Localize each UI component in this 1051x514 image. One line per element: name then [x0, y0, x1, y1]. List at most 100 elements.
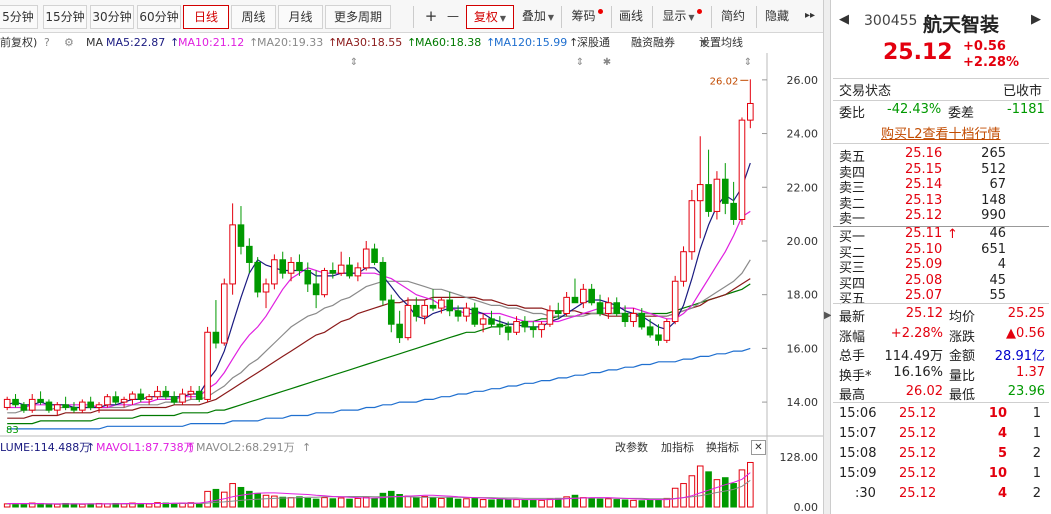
more-periods-label: 更多周期	[333, 10, 382, 24]
divider	[833, 303, 1049, 304]
period-15min[interactable]: 15分钟	[43, 5, 87, 29]
divider	[833, 143, 1049, 144]
buy-l2-link[interactable]: 购买L2查看十档行情	[881, 127, 1001, 142]
ask-price: 25.13	[905, 192, 943, 208]
candle-body	[671, 280, 679, 323]
period-60min[interactable]: 60分钟	[137, 5, 181, 29]
candle-body	[538, 323, 545, 331]
ma20-line	[7, 259, 751, 414]
add-indicator-button[interactable]: 加指标	[661, 441, 694, 454]
chart-toolbar: 5分钟 15分钟 30分钟 60分钟 日线 周线 月线 更多周期 + — 复权 ▼…	[0, 0, 823, 33]
volume-bar	[471, 497, 479, 508]
chevron-right-icon[interactable]: ▶	[1031, 12, 1041, 27]
collapse-arrow-icon[interactable]: ▶	[824, 310, 832, 321]
double-chevron-right-icon[interactable]: ▸▸	[804, 10, 816, 21]
volume-chart[interactable]: 128.00 0.00	[0, 437, 823, 514]
candle-body	[137, 393, 145, 400]
volume-bar	[529, 499, 537, 508]
divider	[833, 402, 1049, 403]
tick-price: 25.12	[899, 446, 937, 461]
bid-row: 买五 25.07 55	[831, 288, 1051, 307]
adjust-dropdown[interactable]: 复权 ▼	[466, 5, 514, 29]
chevron-left-icon[interactable]: ◀	[839, 12, 849, 27]
volume-bar	[145, 503, 153, 508]
draw-line-button[interactable]: 画线	[618, 9, 643, 23]
volume-bar	[212, 488, 220, 508]
switch-indicator-button[interactable]: 换指标	[706, 441, 739, 454]
zoom-in-button[interactable]: +	[424, 7, 438, 25]
candle-body	[271, 259, 278, 285]
volume-bar	[279, 496, 287, 508]
tick-price: 25.12	[899, 406, 937, 421]
edit-params-button[interactable]: 改参数	[615, 441, 648, 454]
hide-button[interactable]: 隐藏	[764, 9, 789, 23]
zoom-out-button[interactable]: —	[447, 9, 459, 23]
candle-body	[705, 184, 712, 212]
stats-row: 最高 26.02 最低 23.96	[831, 384, 1051, 403]
volume-bar	[346, 498, 353, 508]
candle-body	[387, 299, 395, 325]
margin-trading-link[interactable]: 融资融券	[631, 36, 675, 49]
volume-bar	[538, 499, 545, 508]
volume-bar	[170, 502, 178, 508]
ask-level-label: 卖二	[839, 196, 866, 212]
volume-bar	[387, 490, 395, 508]
overlay-dropdown[interactable]: 叠加 ▼	[517, 5, 559, 29]
ma5-line	[7, 162, 751, 409]
period-5min[interactable]: 5分钟	[0, 5, 38, 29]
candle-body	[254, 261, 261, 293]
ask-row: 卖一 25.12 990	[831, 208, 1051, 227]
gear-icon[interactable]: ⚙	[64, 36, 74, 49]
candle-body	[421, 304, 428, 317]
tick-time: 15:06	[839, 406, 877, 421]
simple-mode-button[interactable]: 简约	[720, 9, 745, 23]
candle-body	[471, 307, 479, 325]
help-icon[interactable]: ?	[44, 36, 50, 49]
chips-label: 筹码	[571, 9, 596, 23]
stats-row: 涨幅 +2.28% 涨跌 ▲0.56	[831, 326, 1051, 345]
ask-volume: 67	[989, 177, 1006, 192]
stat-label: 总手	[839, 349, 866, 364]
volume-bar	[605, 498, 612, 508]
tick-price: 25.12	[899, 466, 937, 481]
ask-price: 25.16	[905, 146, 943, 161]
arrow-up-icon: ↑	[486, 36, 496, 49]
candle-body	[162, 390, 170, 398]
candle-body	[730, 202, 737, 220]
volume-bar	[262, 494, 270, 508]
candle-body	[220, 283, 228, 344]
candle-body	[379, 261, 387, 301]
tick-row: 15:07 25.12 4 1	[831, 426, 1051, 445]
ma120-value: MA120:15.99	[494, 36, 568, 49]
volume-bar	[312, 498, 320, 508]
period-monthly[interactable]: 月线	[278, 5, 323, 29]
chips-button[interactable]: 筹码	[566, 5, 608, 29]
volume-bar	[321, 497, 328, 508]
candle-body	[571, 296, 579, 304]
arrow-up-icon: ↑	[569, 36, 579, 49]
order-ratio-value: -42.43%	[887, 102, 942, 117]
tick-time: 15:08	[839, 446, 877, 461]
volume-bar	[730, 483, 737, 508]
tick-price: 25.12	[899, 486, 937, 501]
candle-body	[546, 310, 554, 325]
display-dropdown[interactable]: 显示 ▼	[656, 5, 708, 29]
period-weekly[interactable]: 周线	[231, 5, 276, 29]
candle-body	[120, 398, 128, 403]
candle-body	[404, 304, 412, 339]
period-30min[interactable]: 30分钟	[90, 5, 134, 29]
period-daily[interactable]: 日线	[183, 5, 229, 29]
candlestick-chart[interactable]: 26.00 24.00 22.00 20.00 18.00 16.00 14.00 26.02…	[0, 53, 823, 437]
notification-dot-icon	[597, 9, 603, 14]
more-periods-button[interactable]: 更多周期	[325, 5, 391, 29]
panel-divider[interactable]	[823, 0, 831, 514]
volume-bar	[521, 499, 529, 508]
order-ratio-label: 委比	[839, 106, 866, 121]
shenzhen-connect-link[interactable]: 深股通	[577, 36, 610, 49]
close-icon[interactable]: ✕	[751, 440, 766, 455]
event-marker-icon: ✱	[603, 57, 611, 68]
candle-body	[45, 401, 53, 411]
candle-body	[346, 264, 353, 277]
volume-bar	[655, 499, 662, 508]
